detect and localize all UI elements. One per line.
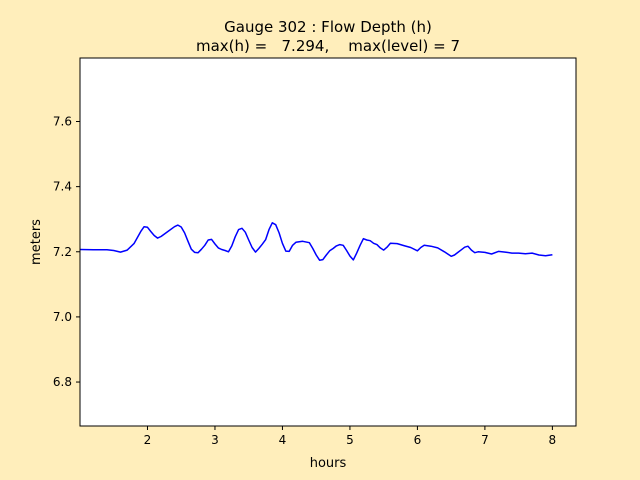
y-tick-label: 6.8 [53,375,72,389]
x-tick-label: 7 [481,433,489,447]
x-axis-label: hours [310,456,347,471]
series-line-0 [79,222,553,261]
y-tick-label: 7.0 [53,310,72,324]
x-axis-ticks: 2 3 4 5 6 7 8 [144,426,557,447]
plot-frame [79,57,577,427]
y-tick-label: 7.6 [53,115,72,129]
x-tick-label: 5 [346,433,354,447]
x-tick-label: 2 [144,433,152,447]
chart-title-line2: max(h) = 7.294, max(level) = 7 [196,37,460,55]
y-axis-label: meters [29,219,44,265]
y-tick-label: 7.4 [53,180,72,194]
plot-area [80,58,576,426]
x-tick-label: 3 [211,433,219,447]
x-tick-label: 8 [549,433,557,447]
x-tick-label: 4 [279,433,287,447]
chart-title-line1: Gauge 302 : Flow Depth (h) [224,18,432,36]
x-tick-label: 6 [414,433,422,447]
y-axis-ticks: 6.8 7.0 7.2 7.4 7.6 [53,115,80,389]
y-tick-label: 7.2 [53,245,72,259]
series-layer [79,222,553,261]
